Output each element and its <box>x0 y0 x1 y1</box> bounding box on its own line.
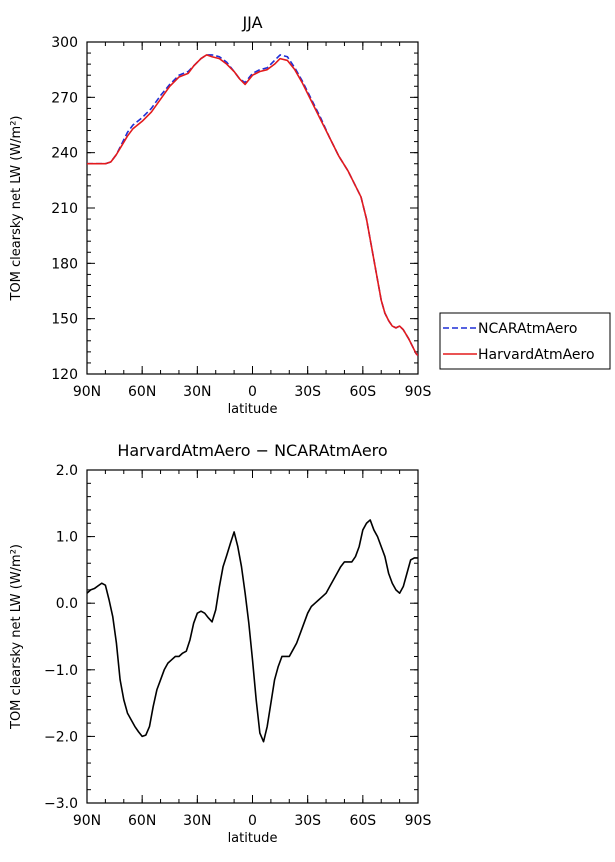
top-chart-title: JJA <box>241 13 262 32</box>
bottom-y-tick-label: 1.0 <box>56 530 78 546</box>
bottom-x-axis-label: latitude <box>228 831 278 846</box>
top-y-axis-label: TOM clearsky net LW (W/m²) <box>9 115 24 301</box>
legend: NCARAtmAero HarvardAtmAero <box>439 312 611 370</box>
bottom-chart-title: HarvardAtmAero − NCARAtmAero <box>117 441 387 460</box>
top-y-tick-label: 120 <box>51 367 78 383</box>
top-y-tick-label: 300 <box>51 35 78 51</box>
bottom-panel: HarvardAtmAero − NCARAtmAero 90N 60N 30N 0 30… <box>9 441 431 846</box>
bottom-y-tick-label: 2.0 <box>56 463 78 479</box>
top-y-tick-label: 180 <box>51 256 78 272</box>
bottom-series-difference-line <box>87 519 418 743</box>
top-x-tick-label: 90N <box>73 384 101 400</box>
top-x-axis-label: latitude <box>228 402 278 417</box>
top-y-tick-label: 210 <box>51 201 78 217</box>
top-x-tick-label: 0 <box>248 384 257 400</box>
top-series-ncaratmaero-line <box>87 54 418 357</box>
top-plot-frame <box>86 41 419 375</box>
bottom-y-tick-label: 0.0 <box>56 596 78 612</box>
top-y-tick-label: 150 <box>51 312 78 328</box>
top-y-tick-label: 270 <box>51 90 78 106</box>
top-x-tick-label: 60N <box>128 384 156 400</box>
bottom-x-tick-label: 90S <box>405 813 432 829</box>
top-x-tick-label: 30S <box>294 384 321 400</box>
top-x-tick-label: 60S <box>349 384 376 400</box>
bottom-x-tick-label: 0 <box>248 813 257 829</box>
bottom-x-tick-label: 60S <box>349 813 376 829</box>
top-series-harvardatmaero-line <box>87 54 418 357</box>
bottom-x-tick-label: 30S <box>294 813 321 829</box>
bottom-y-tick-label: −1.0 <box>44 663 78 679</box>
bottom-x-tick-label: 30N <box>183 813 211 829</box>
bottom-x-tick-label: 60N <box>128 813 156 829</box>
bottom-y-tick-label: −2.0 <box>44 729 78 745</box>
top-y-tick-label: 240 <box>51 146 78 162</box>
legend-box <box>439 312 611 370</box>
top-x-tick-label: 90S <box>405 384 432 400</box>
top-panel: JJA 90N 60N 30N 0 30S 60S 90S latitude 120 150 180 2… <box>9 13 611 417</box>
top-x-tick-label: 30N <box>183 384 211 400</box>
bottom-plot-frame <box>86 469 419 804</box>
bottom-y-axis-label: TOM clearsky net LW (W/m²) <box>9 544 24 730</box>
legend-label-ncaratmaero: NCARAtmAero <box>478 321 577 337</box>
bottom-y-tick-label: −3.0 <box>44 796 78 812</box>
legend-label-harvardatmaero: HarvardAtmAero <box>478 347 595 363</box>
bottom-x-tick-label: 90N <box>73 813 101 829</box>
